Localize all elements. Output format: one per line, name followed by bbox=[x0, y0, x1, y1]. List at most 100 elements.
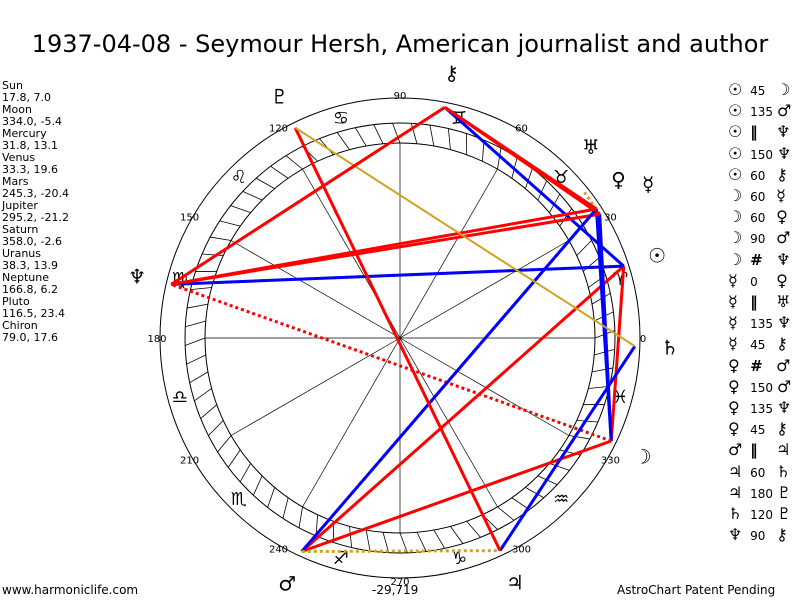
aspect-type: 180 bbox=[750, 486, 774, 501]
aspect-line-jupiter-pluto bbox=[293, 127, 502, 552]
planet-coords-mars: 245.3, -20.4 bbox=[2, 187, 69, 200]
degree-tick bbox=[466, 520, 481, 538]
chiron-glyph-icon: ⚷ bbox=[444, 61, 459, 85]
aspect-row: ♀ 45 ⚷ bbox=[728, 419, 795, 440]
planet-name-moon: Moon bbox=[2, 103, 32, 116]
degree-label: 60 bbox=[515, 124, 528, 135]
degree-label: 30 bbox=[604, 213, 617, 224]
aspect-row: ♃ 180 ♇ bbox=[728, 483, 795, 504]
jupiter-glyph-icon: ♃ bbox=[728, 461, 743, 481]
degree-label: 240 bbox=[269, 544, 288, 555]
aspect-row: ☽ 60 ☿ bbox=[728, 186, 795, 207]
planet-name-saturn: Saturn bbox=[2, 223, 39, 236]
mars-glyph-icon: ♂ bbox=[776, 355, 791, 375]
sign-glyph-icon: ♑ bbox=[451, 548, 467, 569]
degree-tick bbox=[336, 132, 350, 150]
aspect-row: ♆ 90 ⚷ bbox=[728, 525, 795, 546]
degree-tick bbox=[576, 420, 598, 423]
degree-tick bbox=[582, 257, 600, 272]
sign-glyph-icon: ♒ bbox=[553, 489, 569, 510]
sun-glyph-icon: ☉ bbox=[728, 101, 743, 121]
chiron-glyph-icon: ⚷ bbox=[776, 525, 788, 545]
aspect-row: ☿ ‖ ♅ bbox=[728, 292, 795, 313]
sign-glyph-icon: ♋ bbox=[333, 108, 349, 129]
aspect-line-venus-chiron bbox=[444, 106, 598, 211]
mars-glyph-icon: ♂ bbox=[776, 228, 791, 248]
aspect-type: 150 bbox=[750, 380, 774, 395]
chiron-glyph-icon: ⚷ bbox=[776, 164, 788, 184]
planet-coords-uranus: 38.3, 13.9 bbox=[2, 259, 58, 272]
aspect-row: ☽ 60 ♀ bbox=[728, 207, 795, 228]
moon-glyph-icon: ☽ bbox=[728, 186, 743, 206]
venus-glyph-icon: ♀ bbox=[728, 376, 740, 396]
degree-label: 90 bbox=[394, 91, 407, 102]
degree-tick bbox=[242, 191, 263, 201]
aspect-row: ☉ 60 ⚷ bbox=[728, 165, 795, 186]
website-link[interactable]: www.harmoniclife.com bbox=[2, 583, 139, 597]
aspect-row: ☽ 90 ♂ bbox=[728, 228, 795, 249]
planet-coords-jupiter: 295.2, -21.2 bbox=[2, 211, 69, 224]
mars-glyph-icon: ♂ bbox=[777, 376, 792, 396]
aspect-list: ☉ 45 ☽ ☉ 135 ♂ ☉ ‖ ♆ ☉ 150 ♆ ☉ 60 ⚷ ☽ 60 ☿ ☽ 60 ♀ ☽ 90… bbox=[728, 80, 795, 546]
sign-glyph-icon: ♐ bbox=[333, 548, 349, 569]
aspect-row: ♄ 120 ♇ bbox=[728, 504, 795, 525]
degree-tick bbox=[524, 168, 533, 189]
aspect-type: ‖ bbox=[750, 441, 758, 460]
degree-tick bbox=[255, 177, 275, 189]
aspect-type: 60 bbox=[750, 211, 766, 226]
planet-coords-venus: 33.3, 19.6 bbox=[2, 163, 58, 176]
degree-tick bbox=[187, 303, 209, 309]
mercury-glyph-icon: ☿ bbox=[728, 313, 738, 333]
degree-tick bbox=[365, 529, 371, 551]
neptune-glyph-icon: ♆ bbox=[776, 249, 791, 269]
degree-tick bbox=[298, 506, 303, 528]
degree-tick bbox=[349, 526, 353, 548]
aspect-type: 150 bbox=[750, 147, 774, 162]
degree-tick bbox=[450, 526, 464, 544]
neptune-glyph-icon: ♆ bbox=[777, 313, 792, 333]
aspect-row: ☉ 135 ♂ bbox=[728, 101, 795, 122]
degree-tick bbox=[537, 180, 547, 201]
planet-name-sun: Sun bbox=[2, 79, 23, 92]
sign-glyph-icon: ♎ bbox=[172, 387, 188, 408]
degree-tick bbox=[497, 148, 502, 170]
patent-notice: AstroChart Patent Pending bbox=[617, 583, 776, 597]
tick-band-outer bbox=[184, 122, 616, 554]
degree-tick bbox=[382, 532, 390, 553]
house-line bbox=[302, 337, 401, 508]
aspect-row: ☿ 135 ♆ bbox=[728, 313, 795, 334]
aspect-line-sun-moon bbox=[609, 266, 626, 442]
mercury-glyph-icon: ☿ bbox=[728, 334, 738, 354]
aspect-row: ♀ 135 ♆ bbox=[728, 398, 795, 419]
saturn-glyph-icon: ♄ bbox=[728, 504, 743, 524]
neptune-glyph-icon: ♆ bbox=[777, 398, 792, 418]
aspect-row: ☿ 0 ♀ bbox=[728, 271, 795, 292]
pluto-glyph-icon: ♇ bbox=[777, 482, 792, 502]
sun-glyph-icon: ☉ bbox=[728, 122, 743, 142]
planet-coords-pluto: 116.5, 23.4 bbox=[2, 307, 65, 320]
aspect-line-sun-mars bbox=[300, 265, 625, 553]
degree-tick bbox=[588, 385, 610, 389]
planet-position-list: Sun 17.8, 7.0 Moon 334.0, -5.4 Mercury 31.8, … bbox=[2, 80, 69, 344]
saturn-glyph-icon: ♄ bbox=[776, 461, 791, 481]
degree-tick bbox=[185, 320, 206, 328]
pluto-glyph-icon: ♇ bbox=[271, 84, 289, 108]
degree-tick bbox=[190, 287, 212, 291]
degree-tick bbox=[189, 371, 209, 384]
aspect-type: 45 bbox=[750, 84, 766, 98]
aspect-type: 120 bbox=[750, 508, 774, 523]
aspect-line-saturn-pluto bbox=[294, 126, 636, 348]
aspect-type: 60 bbox=[750, 465, 766, 480]
planet-name-jupiter: Jupiter bbox=[2, 199, 38, 212]
house-line bbox=[399, 240, 570, 339]
degree-tick bbox=[210, 236, 232, 241]
aspect-type: # bbox=[750, 250, 763, 269]
aspect-row: ☉ 150 ♆ bbox=[728, 144, 795, 165]
degree-tick bbox=[354, 127, 367, 147]
chart-number: -29,719 bbox=[372, 583, 419, 597]
degree-tick bbox=[217, 435, 232, 453]
mercury-glyph-icon: ☿ bbox=[776, 186, 786, 206]
uranus-glyph-icon: ♅ bbox=[776, 292, 791, 312]
degree-tick bbox=[282, 497, 289, 519]
